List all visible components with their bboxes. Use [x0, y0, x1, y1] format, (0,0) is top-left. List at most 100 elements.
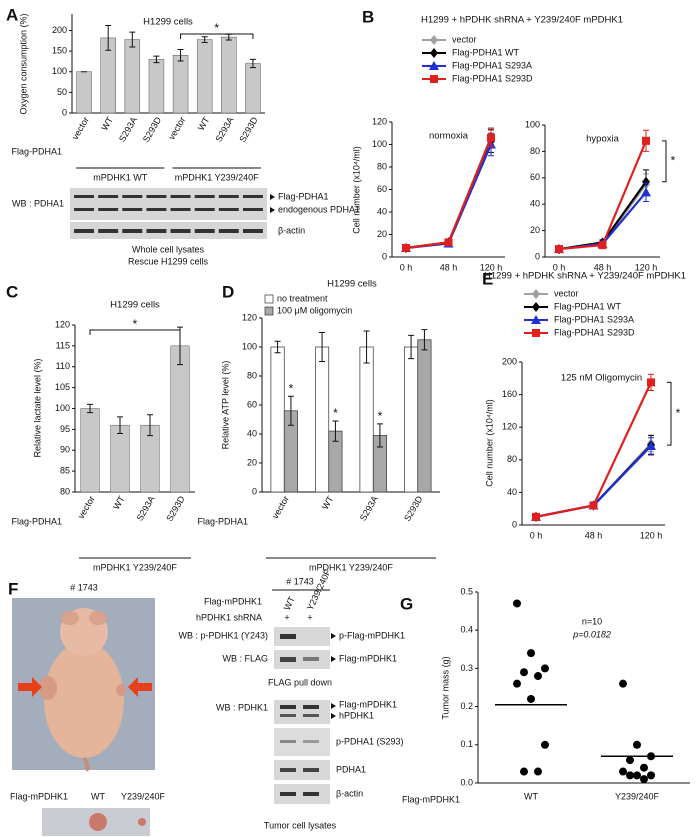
bar	[404, 346, 419, 493]
blot-strip	[274, 627, 330, 646]
group-label: mPDHK1 Y239/240F	[309, 562, 393, 572]
y-tick-label: 50	[57, 87, 67, 97]
y-tick-label: 120	[502, 422, 517, 432]
error-bar	[129, 31, 136, 48]
x-tick-label: S293A	[117, 115, 139, 143]
sig-bracket	[667, 381, 672, 446]
y-tick-label: 100	[372, 139, 387, 149]
point	[619, 679, 627, 688]
y-tick-label: 60	[377, 184, 387, 194]
band	[280, 705, 296, 709]
y-tick-label: 115	[56, 340, 70, 350]
point	[532, 329, 540, 337]
x-tick-label: S293A	[135, 494, 157, 522]
mouse-body	[44, 642, 124, 758]
sig-star: *	[378, 409, 383, 423]
band	[146, 208, 167, 211]
sig-star: *	[289, 381, 294, 395]
lane-label: WT	[282, 594, 297, 611]
band	[74, 195, 95, 198]
point	[647, 378, 655, 387]
line	[405, 144, 493, 250]
error-bar	[408, 334, 415, 360]
y-tick-label: 100	[525, 119, 540, 129]
band	[280, 740, 296, 743]
sig-star: *	[671, 153, 676, 167]
bar	[172, 55, 189, 114]
band	[74, 229, 95, 233]
chart-title: H1299 + hPDHK shRNA + Y239/240F mPDHK1	[484, 271, 686, 282]
x-tick-label: S293A	[358, 494, 380, 522]
y-tick-label: 120	[55, 319, 70, 329]
point	[402, 244, 410, 252]
blot-caption: Tumor cell lysates	[264, 820, 337, 830]
group-label: mPDHK1 Y239/240F	[93, 562, 177, 572]
band	[194, 229, 215, 233]
lane-label: WT	[91, 791, 105, 801]
x-tick-label: vector	[76, 494, 97, 520]
chart-title: H1299 cells	[143, 17, 193, 28]
panel-subtitle: hypoxia	[586, 134, 619, 145]
y-tick-label: 100	[55, 403, 70, 413]
panel-label: E	[482, 269, 493, 288]
x-tick-label: 0 h	[400, 262, 413, 272]
panel-subtitle: 125 nM Oligomycin	[561, 373, 642, 384]
y-tick-label: 40	[377, 206, 387, 216]
error-bar	[363, 330, 370, 364]
x-tick-label: WT	[111, 494, 127, 512]
line	[535, 381, 652, 518]
panel-label: A	[6, 5, 18, 24]
shrna-mark: +	[307, 612, 312, 622]
y-tick-label: 0.5	[460, 586, 473, 596]
annotation: n=10	[582, 616, 602, 626]
bar	[221, 36, 237, 114]
lane-label: Y239/240F	[121, 791, 166, 801]
point	[532, 512, 540, 521]
y-tick-label: 90	[60, 445, 70, 455]
band	[98, 229, 119, 233]
group-label: mPDHK1 Y239/240F	[175, 172, 259, 182]
legend-label: vector	[554, 288, 579, 298]
y-tick-label: 150	[52, 46, 67, 56]
row-label: Flag-PDHA1	[11, 146, 62, 156]
point	[626, 756, 634, 765]
y-tick-label: 85	[60, 466, 70, 476]
point	[641, 187, 651, 197]
panel-subtitle: normoxia	[429, 131, 469, 142]
band	[280, 768, 296, 772]
error-bar	[201, 36, 208, 43]
error-bar	[287, 395, 294, 426]
bar	[148, 59, 165, 114]
line	[405, 136, 493, 250]
point	[555, 245, 563, 254]
point	[598, 241, 607, 250]
blot-strip	[274, 760, 330, 780]
mouse-ear	[89, 611, 107, 625]
x-tick-label: 120 h	[640, 530, 663, 540]
band	[242, 208, 263, 211]
bar	[124, 39, 141, 114]
bar	[80, 408, 100, 493]
band	[170, 208, 191, 211]
bar	[76, 71, 92, 114]
x-tick-label: vector	[166, 115, 187, 141]
band-label: p-Flag-mPDHK1	[339, 630, 405, 640]
x-tick-label: S293D	[402, 494, 425, 523]
x-tick-label: 120 h	[480, 262, 503, 272]
point	[430, 35, 438, 45]
y-tick-label: 20	[530, 225, 540, 235]
point	[444, 238, 453, 247]
x-tick-label: WT	[320, 494, 336, 512]
point	[541, 664, 549, 673]
line	[405, 137, 493, 250]
x-tick-label: 48 h	[594, 262, 612, 272]
band-label: β-actin	[278, 225, 305, 235]
chart-title: H1299 + hPDHK shRNA + Y239/240F mPDHK1	[421, 15, 623, 26]
point	[527, 694, 535, 703]
y-axis-label: Cell number (x10⁴/ml)	[484, 399, 494, 486]
mouse-id: # 1743	[286, 576, 314, 586]
bar	[417, 339, 432, 493]
y-tick-label: 200	[502, 356, 517, 366]
y-tick-label: 160	[502, 389, 517, 399]
mouse-photo	[12, 598, 155, 836]
